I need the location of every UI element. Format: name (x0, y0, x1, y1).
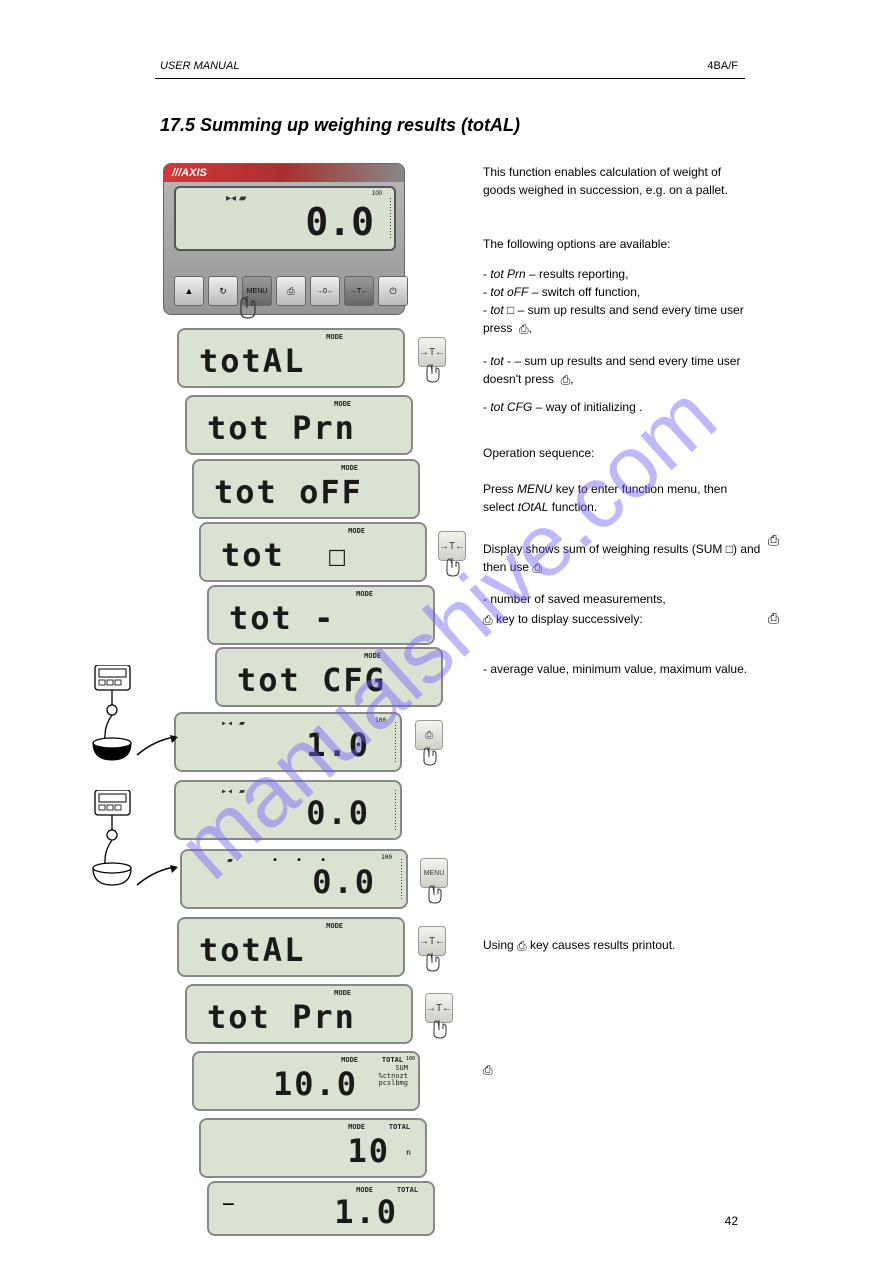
lcd-count: MODE TOTAL n 10 (199, 1118, 427, 1178)
lcd-tot-prn: MODE tot Prn (185, 395, 413, 455)
btn-print[interactable]: ⎙ (276, 276, 306, 306)
body-p5: - number of saved measurements, (483, 590, 751, 608)
body-options: - tot Prn – results reporting, - tot oFF… (483, 265, 763, 338)
body-p2: Operation sequence: (483, 444, 751, 462)
lcd-weight-2: ▸◂ ▰ 0.0 (174, 780, 402, 840)
device-brand: ///AXIS (164, 164, 404, 182)
body-p4: Display shows sum of weighing results (S… (483, 540, 773, 577)
btn-scale[interactable]: ▲ (174, 276, 204, 306)
axis-device: ///AXIS ▸◂ ▰ 100 0.0 ▲ ↻ MENU ⎙ →0← →T← … (163, 163, 405, 315)
btn-zero[interactable]: →0← (310, 276, 340, 306)
lcd-tot-off: MODE tot oFF (192, 459, 420, 519)
lcd-tot-prn-2: MODE tot Prn (185, 984, 413, 1044)
page-title: 17.5 Summing up weighing results (totAL) (160, 115, 520, 136)
lcd-sum: MODE TOTAL SUM%ctnoztpcslbmg 10.0 100 (192, 1051, 420, 1111)
crane-scale-icon (85, 665, 140, 785)
body-options-2: - tot - – sum up results and send every … (483, 352, 763, 389)
header-right: 4BA/F (707, 60, 738, 72)
tare-key-icon-4: →T← (425, 993, 453, 1023)
tare-key-icon-2: →T← (438, 531, 466, 561)
lcd-tot-cfg: MODE tot CFG (215, 647, 443, 707)
arrow-icon-2 (135, 865, 180, 890)
body-p7: - average value, minimum value, maximum … (483, 660, 751, 678)
body-options-3: - tot CFG – way of initializing . (483, 398, 763, 416)
arrow-icon (135, 735, 180, 760)
print-glyph-icon-2: ⎙ (768, 610, 779, 627)
print-key-icon: ⎙ (415, 720, 443, 750)
btn-power[interactable]: ⏻ (378, 276, 408, 306)
lcd-total-2: MODE totAL (177, 917, 405, 977)
device-buttons: ▲ ↻ MENU ⎙ →0← →T← ⏻ (174, 276, 408, 306)
lcd-total: MODE totAL (177, 328, 405, 388)
lcd-weight-3: • • • ▰ 100 0.0 (180, 849, 408, 909)
body-p-avail: The following options are available: (483, 235, 751, 253)
page-number: 42 (725, 1214, 738, 1228)
device-lcd: ▸◂ ▰ 100 0.0 (174, 186, 396, 251)
finger-icon (237, 296, 259, 322)
body-p6: ⎙ key to display successively: (483, 610, 773, 629)
lcd-tot-box: MODE tot ☐ (199, 522, 427, 582)
print-glyph-icon: ⎙ (768, 532, 779, 549)
lcd-weight-1: ▸◂ ▰ 100 1.0 (174, 712, 402, 772)
lcd-tot-dash: MODE tot - (207, 585, 435, 645)
lcd-avg: MODE TOTAL ‾ 1.0 (207, 1181, 435, 1236)
tare-key-icon-3: →T← (418, 926, 446, 956)
body-p9: ⎙ (483, 1060, 773, 1079)
device-lcd-value: 0.0 (305, 200, 374, 244)
crane-scale-icon-2 (85, 790, 140, 910)
menu-key-icon: MENU (420, 858, 448, 888)
body-p8: Using ⎙ key causes results printout. (483, 936, 773, 955)
btn-cycle[interactable]: ↻ (208, 276, 238, 306)
btn-tare[interactable]: →T← (344, 276, 374, 306)
header-rule (155, 78, 745, 79)
tare-key-icon: →T← (418, 337, 446, 367)
body-p1: This function enables calculation of wei… (483, 163, 751, 199)
body-p3: Press MENU key to enter function menu, t… (483, 480, 751, 516)
header-left: USER MANUAL (160, 60, 239, 72)
